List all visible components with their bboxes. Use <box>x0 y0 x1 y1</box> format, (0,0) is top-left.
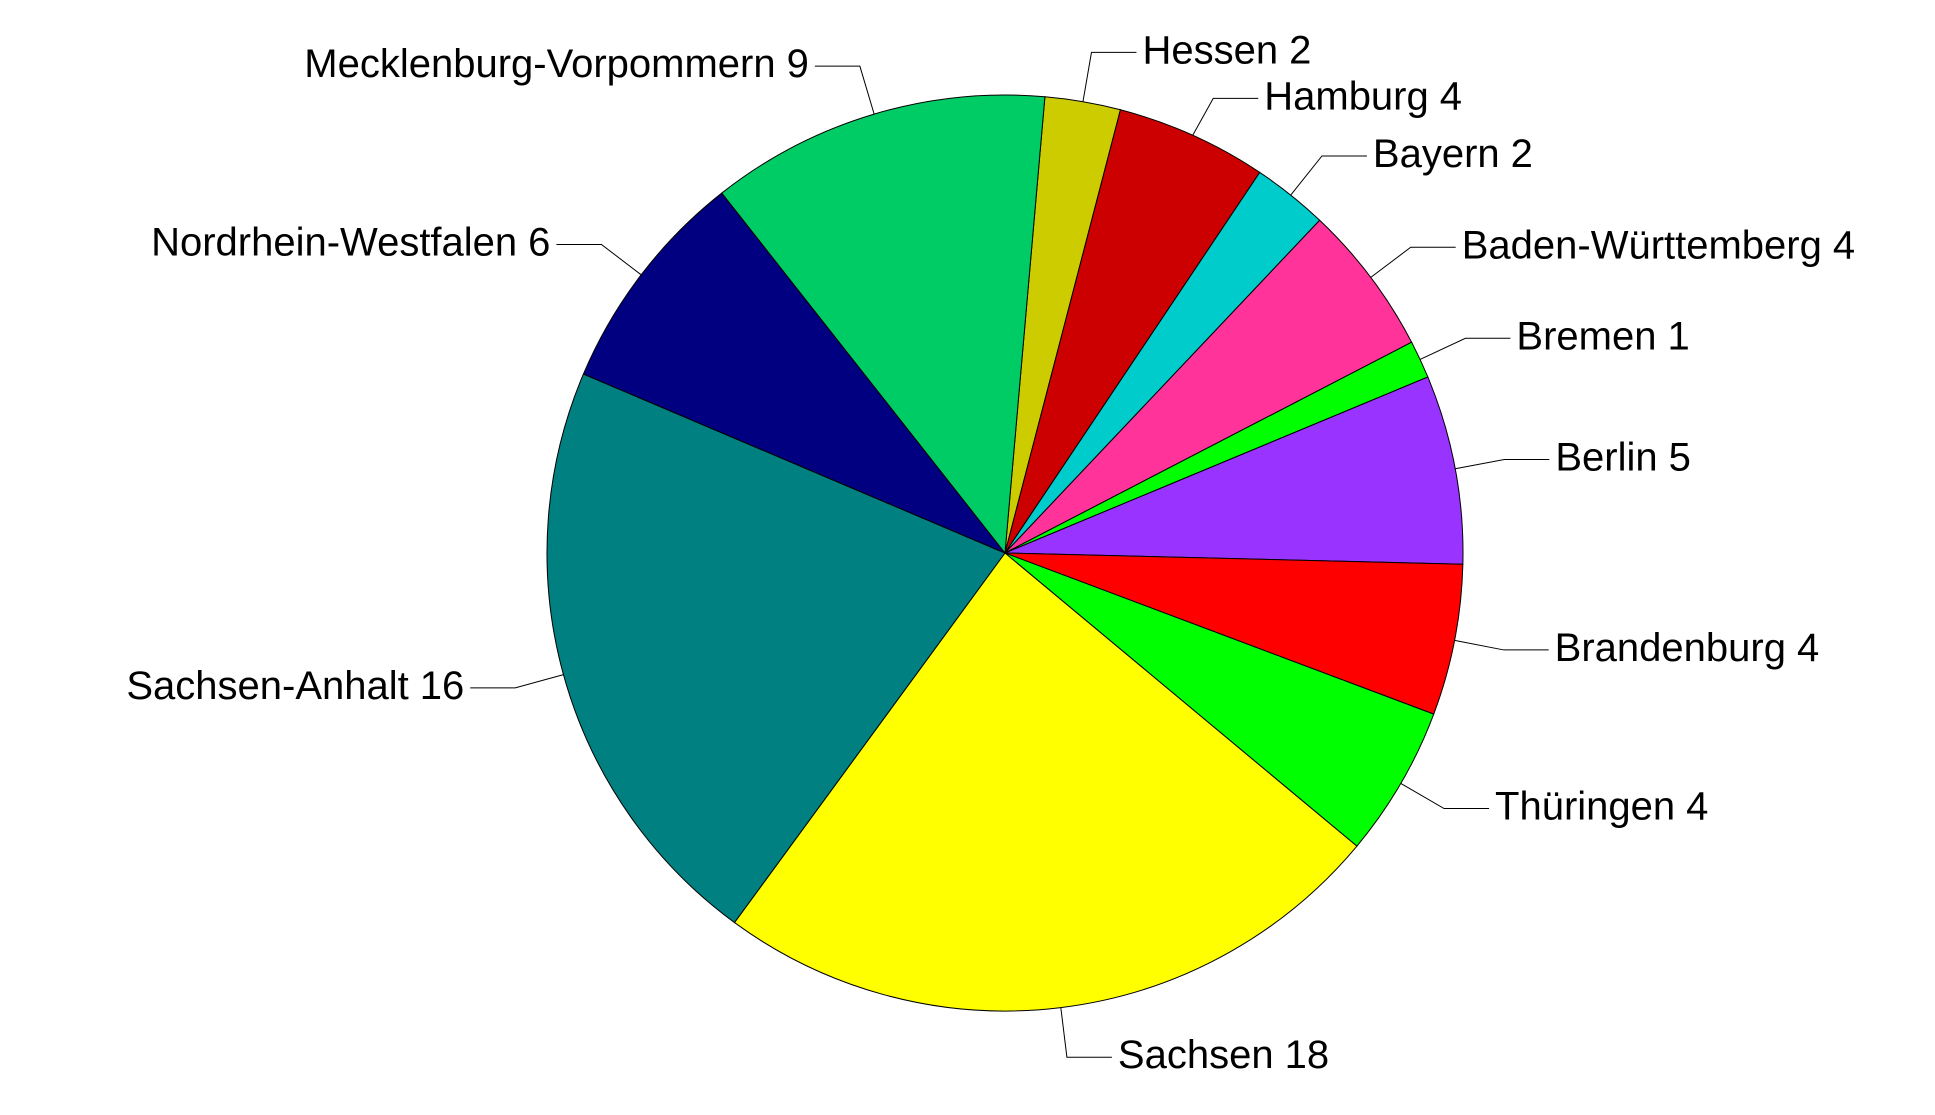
leader-line <box>1082 51 1137 102</box>
pie-slice <box>1004 109 1261 554</box>
slice-label: Berlin 5 <box>1555 435 1691 479</box>
slice-label: Thüringen 4 <box>1495 784 1708 828</box>
slice-label-value: 4 <box>1833 223 1855 267</box>
pie-slice <box>1004 219 1413 554</box>
slice-label-value: 2 <box>1289 28 1311 72</box>
slice-label-name: Sachsen <box>1118 1033 1274 1077</box>
slice-label: Bayern 2 <box>1373 132 1533 176</box>
slice-label: Brandenburg 4 <box>1555 625 1820 669</box>
pie-slice <box>1004 552 1464 715</box>
pie-slice <box>1004 552 1435 847</box>
leader-line <box>1192 97 1259 136</box>
pie-slice <box>733 552 1358 1012</box>
slice-label: Mecklenburg-Vorpommern 9 <box>304 42 809 86</box>
slice-label: Hessen 2 <box>1142 28 1311 72</box>
pie-slice <box>582 192 1006 554</box>
slice-label-name: Berlin <box>1555 435 1657 479</box>
slice-label-value: 16 <box>420 663 465 707</box>
leader-line <box>470 674 564 689</box>
slice-label-value: 4 <box>1686 784 1708 828</box>
leader-line <box>1419 337 1511 360</box>
slice-label-name: Mecklenburg-Vorpommern <box>304 42 775 86</box>
slice-label-value: 9 <box>787 42 809 86</box>
pie-slice <box>1004 376 1464 565</box>
leader-line <box>1400 782 1490 810</box>
slice-label-name: Bremen <box>1516 314 1656 358</box>
pie-slice <box>721 94 1046 555</box>
leader-line <box>814 65 875 115</box>
slice-label-value: 2 <box>1511 132 1533 176</box>
slice-label-value: 1 <box>1667 314 1689 358</box>
slice-label: Nordrhein-Westfalen 6 <box>151 220 550 264</box>
leader-line <box>1370 246 1456 278</box>
slice-label-name: Bayern <box>1373 132 1500 176</box>
leader-line <box>1455 459 1550 470</box>
leader-line <box>1454 639 1549 651</box>
slice-label-value: 6 <box>528 220 550 264</box>
slice-label-value: 5 <box>1669 435 1691 479</box>
slice-label-name: Nordrhein-Westfalen <box>151 220 517 264</box>
slice-label: Sachsen 18 <box>1118 1033 1329 1077</box>
slice-label-value: 4 <box>1440 74 1462 118</box>
slice-label-name: Brandenburg <box>1555 625 1786 669</box>
slice-label-name: Baden-Württemberg <box>1462 223 1822 267</box>
slice-label: Sachsen-Anhalt 16 <box>126 663 464 707</box>
leader-line <box>556 243 642 276</box>
leader-line <box>1290 155 1367 196</box>
slice-label-name: Thüringen <box>1495 784 1675 828</box>
slice-label-value: 4 <box>1797 625 1819 669</box>
slice-label: Hamburg 4 <box>1264 74 1462 118</box>
slice-label-value: 18 <box>1285 1033 1330 1077</box>
leader-line <box>1060 1007 1112 1058</box>
pie-slice <box>546 373 1006 924</box>
slice-label: Baden-Württemberg 4 <box>1462 223 1855 267</box>
slice-label-name: Sachsen-Anhalt <box>126 663 408 707</box>
slice-label-name: Hessen <box>1142 28 1278 72</box>
slice-label-name: Hamburg <box>1264 74 1429 118</box>
slice-label: Bremen 1 <box>1516 314 1689 358</box>
